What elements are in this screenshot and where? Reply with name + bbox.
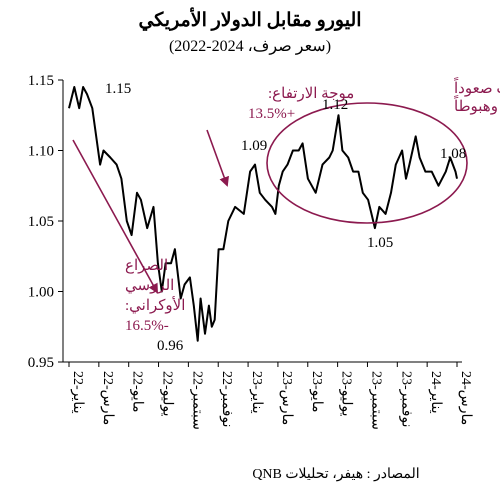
annotation-layer: 1.15 0.96 1.09 1.12 1.05 1.08 الصراع الر…	[72, 77, 500, 354]
x-tick-label: سبتمبر-23	[368, 371, 383, 430]
label-peak-mid: 1.12	[322, 97, 348, 113]
x-ticks: يناير-22 مارس-22 مايو-22 يوليو-22 سبتمبر-22 ن…	[68, 362, 473, 430]
x-tick-label: يناير-22	[70, 371, 85, 414]
war-annotation-line-2: الروسي	[125, 278, 174, 294]
x-tick-label: يوليو-23	[339, 371, 354, 417]
x-tick-label: مارس-24	[458, 371, 473, 425]
series-layer	[68, 86, 458, 342]
swing-annotation-line-2: وهبوطاً	[453, 95, 498, 115]
label-low-later: 1.05	[367, 235, 393, 251]
war-annotation-line-1: الصراع	[125, 258, 168, 274]
y-tick-label: 0.95	[28, 355, 54, 371]
rise-arrow	[206, 129, 229, 187]
x-tick-label: نوفمبر-22	[219, 371, 234, 428]
x-tick-label: نوفمبر-23	[398, 371, 413, 428]
label-last: 1.08	[440, 146, 466, 162]
chart-subtitle: (سعر صرف، 2024-2022)	[169, 38, 331, 55]
y-tick-label: 1.00	[28, 285, 54, 301]
series-line-eurusd	[68, 86, 458, 342]
rise-annotation-line-1: موجة الارتفاع:	[268, 86, 354, 102]
swing-annotation-line-1: تقلبات صعوداً	[453, 77, 500, 97]
x-tick-label: يناير-23	[249, 371, 264, 414]
volatility-ellipse	[266, 102, 468, 224]
axes	[62, 80, 462, 363]
chart-title: اليورو مقابل الدولار الأمريكي	[138, 7, 361, 32]
label-recovery: 1.09	[241, 138, 267, 154]
label-trough: 0.96	[157, 338, 184, 354]
x-tick-label: مارس-23	[279, 371, 294, 425]
decline-arrow	[72, 139, 158, 294]
x-tick-label: سبتمبر-22	[189, 371, 204, 430]
y-tick-label: 1.10	[28, 144, 54, 160]
y-tick-label: 1.15	[28, 73, 54, 89]
y-tick-label: 1.05	[28, 214, 54, 230]
war-annotation-line-3: الأوكراني:	[125, 296, 185, 314]
label-peak-start: 1.15	[105, 81, 131, 97]
x-tick-label: يناير-24	[428, 371, 443, 414]
source-note: المصادر : هيفر، تحليلات QNB	[252, 467, 419, 482]
x-tick-label: يوليو-22	[160, 371, 175, 417]
war-annotation-line-4: -16.5%	[125, 318, 169, 334]
y-ticks: 1.15 1.10 1.05 1.00 0.95	[28, 73, 63, 371]
x-tick-label: مايو-22	[130, 371, 145, 413]
x-tick-label: مايو-23	[309, 371, 324, 413]
rise-annotation-line-2: +13.5%	[248, 106, 295, 122]
x-tick-label: مارس-22	[100, 371, 115, 425]
